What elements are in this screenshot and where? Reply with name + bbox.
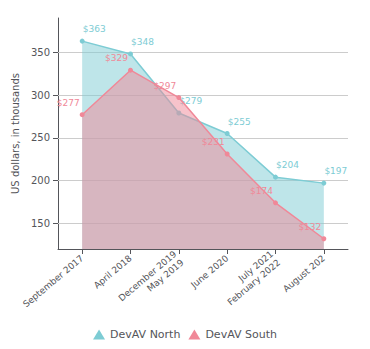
svg-text:$348: $348: [131, 37, 154, 47]
svg-text:$329: $329: [105, 53, 128, 63]
svg-text:$277: $277: [57, 98, 80, 108]
svg-text:150: 150: [31, 218, 50, 229]
svg-text:DevAV South: DevAV South: [205, 328, 277, 341]
svg-text:300: 300: [31, 90, 50, 101]
svg-text:$204: $204: [276, 160, 299, 170]
svg-text:$297: $297: [153, 81, 176, 91]
svg-text:February 2022: February 2022: [226, 257, 283, 307]
svg-text:June 2020: June 2020: [188, 253, 230, 291]
svg-text:August 202: August 202: [281, 253, 327, 294]
svg-text:$197: $197: [324, 166, 347, 176]
svg-text:$255: $255: [228, 117, 251, 127]
svg-text:250: 250: [31, 132, 50, 143]
svg-text:$231: $231: [202, 137, 225, 147]
svg-text:May 2019: May 2019: [145, 257, 186, 293]
svg-text:$132: $132: [298, 222, 321, 232]
svg-text:US dollars, in thousands: US dollars, in thousands: [10, 73, 21, 194]
svg-text:200: 200: [31, 175, 50, 186]
svg-text:$363: $363: [83, 24, 106, 34]
svg-text:$174: $174: [250, 186, 273, 196]
svg-text:December 2019: December 2019: [116, 249, 179, 304]
svg-text:$279: $279: [179, 96, 203, 106]
svg-text:April 2018: April 2018: [92, 253, 134, 291]
svg-text:September 2017: September 2017: [21, 253, 85, 309]
svg-text:DevAV North: DevAV North: [110, 328, 180, 341]
svg-text:350: 350: [31, 47, 50, 58]
svg-text:July 2021: July 2021: [236, 249, 276, 284]
